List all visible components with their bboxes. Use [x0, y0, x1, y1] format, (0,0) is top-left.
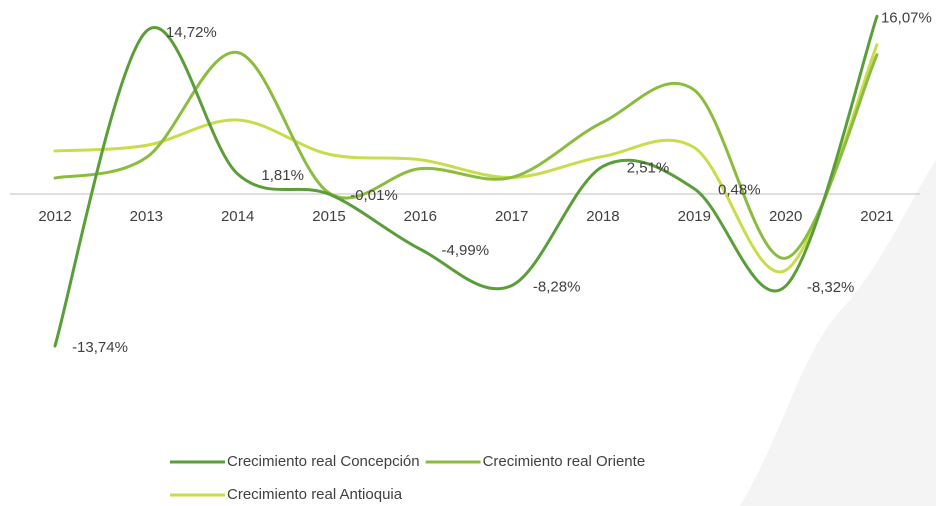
data-label: 1,81%: [261, 167, 304, 184]
data-label: 16,07%: [881, 9, 932, 26]
data-label: -8,28%: [533, 279, 581, 296]
x-tick-label: 2012: [38, 208, 71, 225]
legend-label: Crecimiento real Oriente: [483, 453, 646, 470]
x-tick-label: 2017: [495, 208, 528, 225]
data-label: 0,48%: [718, 182, 761, 199]
background-shape: [740, 160, 936, 506]
x-tick-label: 2021: [860, 208, 893, 225]
legend-label: Crecimiento real Concepción: [227, 453, 420, 470]
line-series: [53, 50, 879, 260]
data-label: 14,72%: [166, 24, 217, 41]
x-tick-label: 2016: [404, 208, 437, 225]
legend-label: Crecimiento real Antioquia: [227, 486, 403, 503]
data-label: -8,32%: [807, 279, 855, 296]
line-series: [53, 43, 879, 274]
data-label: 2,51%: [627, 159, 670, 176]
data-label: -0,01%: [350, 187, 398, 204]
x-tick-label: 2014: [221, 208, 254, 225]
line-series: [53, 14, 879, 348]
x-tick-label: 2019: [678, 208, 711, 225]
data-label: -4,99%: [442, 242, 490, 259]
x-tick-label: 2018: [586, 208, 619, 225]
data-label: -13,74%: [72, 339, 128, 356]
x-tick-label: 2020: [769, 208, 802, 225]
x-tick-label: 2015: [312, 208, 345, 225]
x-tick-label: 2013: [130, 208, 163, 225]
